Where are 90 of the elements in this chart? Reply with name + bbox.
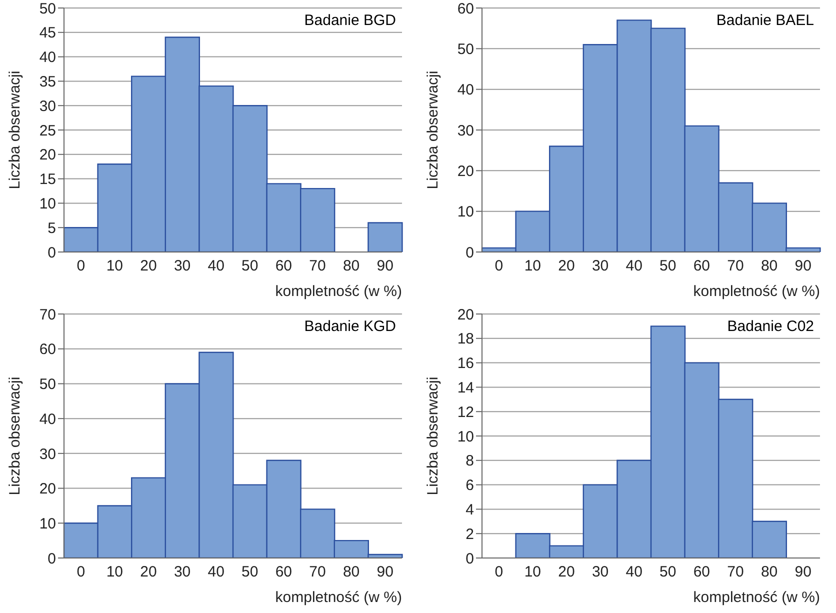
chart-title: Badanie BGD — [302, 12, 398, 29]
bar — [368, 222, 403, 252]
y-tick-label: 12 — [457, 404, 474, 421]
x-tick-label: 40 — [626, 564, 642, 581]
y-tick-label: 16 — [457, 355, 474, 372]
y-tick-label: 10 — [457, 204, 474, 221]
y-tick-label: 20 — [39, 480, 56, 498]
x-tick-label: 60 — [275, 258, 292, 275]
x-tick-label: 90 — [376, 564, 394, 581]
x-tick-label: 50 — [242, 258, 258, 275]
y-tick-label: 0 — [48, 550, 56, 568]
x-tick-label: 80 — [760, 564, 778, 581]
x-tick-label: 30 — [592, 564, 609, 581]
x-tick-label: 20 — [140, 258, 157, 275]
x-tick-label: 10 — [106, 564, 124, 581]
x-tick-label: 90 — [794, 564, 812, 581]
y-tick-label: 50 — [39, 376, 56, 394]
y-tick-label: 30 — [457, 122, 474, 140]
y-tick-label: 30 — [39, 446, 56, 463]
x-tick-label: 30 — [174, 564, 191, 581]
y-tick-label: 6 — [466, 477, 474, 494]
chart-title: Badanie KGD — [302, 318, 398, 335]
x-tick-label: 0 — [76, 258, 86, 275]
x-tick-label: 50 — [660, 564, 676, 581]
y-tick-label: 60 — [457, 0, 474, 18]
x-tick-label: 20 — [140, 564, 157, 581]
x-tick-label: 60 — [693, 258, 710, 275]
y-tick-label: 40 — [39, 410, 56, 428]
y-tick-label: 40 — [39, 49, 56, 66]
y-tick-label: 15 — [39, 171, 56, 188]
y-tick-label: 8 — [466, 452, 474, 470]
y-tick-label: 20 — [457, 306, 474, 324]
chart-title: Badanie BAEL — [714, 12, 816, 29]
y-tick-label: 2 — [466, 526, 474, 543]
x-tick-label: 70 — [727, 564, 744, 581]
x-tick-label: 40 — [626, 258, 642, 275]
y-tick-label: 70 — [39, 306, 56, 324]
x-tick-label: 30 — [592, 258, 609, 275]
y-tick-label: 25 — [39, 122, 56, 140]
y-tick-label: 60 — [39, 341, 56, 358]
y-tick-label: 30 — [39, 98, 56, 115]
y-axis-title: Liczba obserwacji — [6, 70, 24, 190]
x-tick-label: 20 — [558, 258, 575, 275]
y-tick-label: 4 — [466, 502, 474, 519]
x-tick-label: 60 — [275, 564, 292, 581]
x-tick-label: 80 — [342, 258, 360, 275]
y-tick-label: 10 — [457, 428, 474, 446]
x-tick-label: 50 — [660, 258, 676, 275]
y-tick-label: 10 — [39, 196, 56, 213]
y-tick-label: 45 — [39, 24, 56, 42]
x-tick-label: 30 — [174, 258, 191, 275]
y-tick-label: 50 — [39, 0, 56, 18]
x-tick-label: 40 — [208, 258, 224, 275]
x-tick-label: 90 — [794, 258, 812, 275]
y-axis-title: Liczba obserwacji — [424, 376, 442, 496]
x-tick-label: 20 — [558, 564, 575, 581]
y-axis-title: Liczba obserwacji — [6, 376, 24, 496]
x-tick-label: 50 — [242, 564, 258, 581]
x-tick-label: 60 — [693, 564, 710, 581]
x-tick-label: 40 — [208, 564, 224, 581]
x-tick-label: 70 — [309, 564, 326, 581]
y-tick-label: 0 — [48, 244, 56, 262]
x-tick-label: 0 — [76, 564, 86, 581]
y-tick-label: 18 — [457, 330, 474, 348]
x-tick-label: 10 — [524, 564, 542, 581]
x-tick-label: 90 — [376, 258, 394, 275]
y-axis-title: Liczba obserwacji — [424, 70, 442, 190]
y-tick-label: 20 — [39, 146, 56, 164]
x-tick-label: 10 — [524, 258, 542, 275]
x-tick-label: 70 — [727, 258, 744, 275]
y-tick-label: 50 — [457, 40, 474, 58]
y-tick-label: 10 — [39, 515, 56, 532]
x-axis-title: kompletność (w %) — [275, 589, 402, 606]
x-tick-label: 0 — [494, 258, 504, 275]
y-tick-label: 5 — [48, 220, 56, 237]
chart-title: Badanie C02 — [725, 318, 816, 335]
x-axis-title: kompletność (w %) — [275, 283, 402, 300]
y-tick-label: 20 — [457, 162, 474, 180]
y-tick-label: 14 — [457, 380, 474, 397]
y-tick-label: 0 — [466, 244, 474, 262]
y-tick-label: 0 — [466, 550, 474, 568]
x-tick-label: 0 — [494, 564, 504, 581]
x-tick-label: 70 — [309, 258, 326, 275]
y-tick-label: 40 — [457, 82, 474, 99]
x-tick-label: 80 — [342, 564, 360, 581]
x-tick-label: 10 — [106, 258, 124, 275]
x-axis-title: kompletność (w %) — [693, 283, 820, 300]
x-axis-title: kompletność (w %) — [693, 589, 820, 606]
x-tick-label: 80 — [760, 258, 778, 275]
y-tick-label: 35 — [39, 74, 56, 91]
